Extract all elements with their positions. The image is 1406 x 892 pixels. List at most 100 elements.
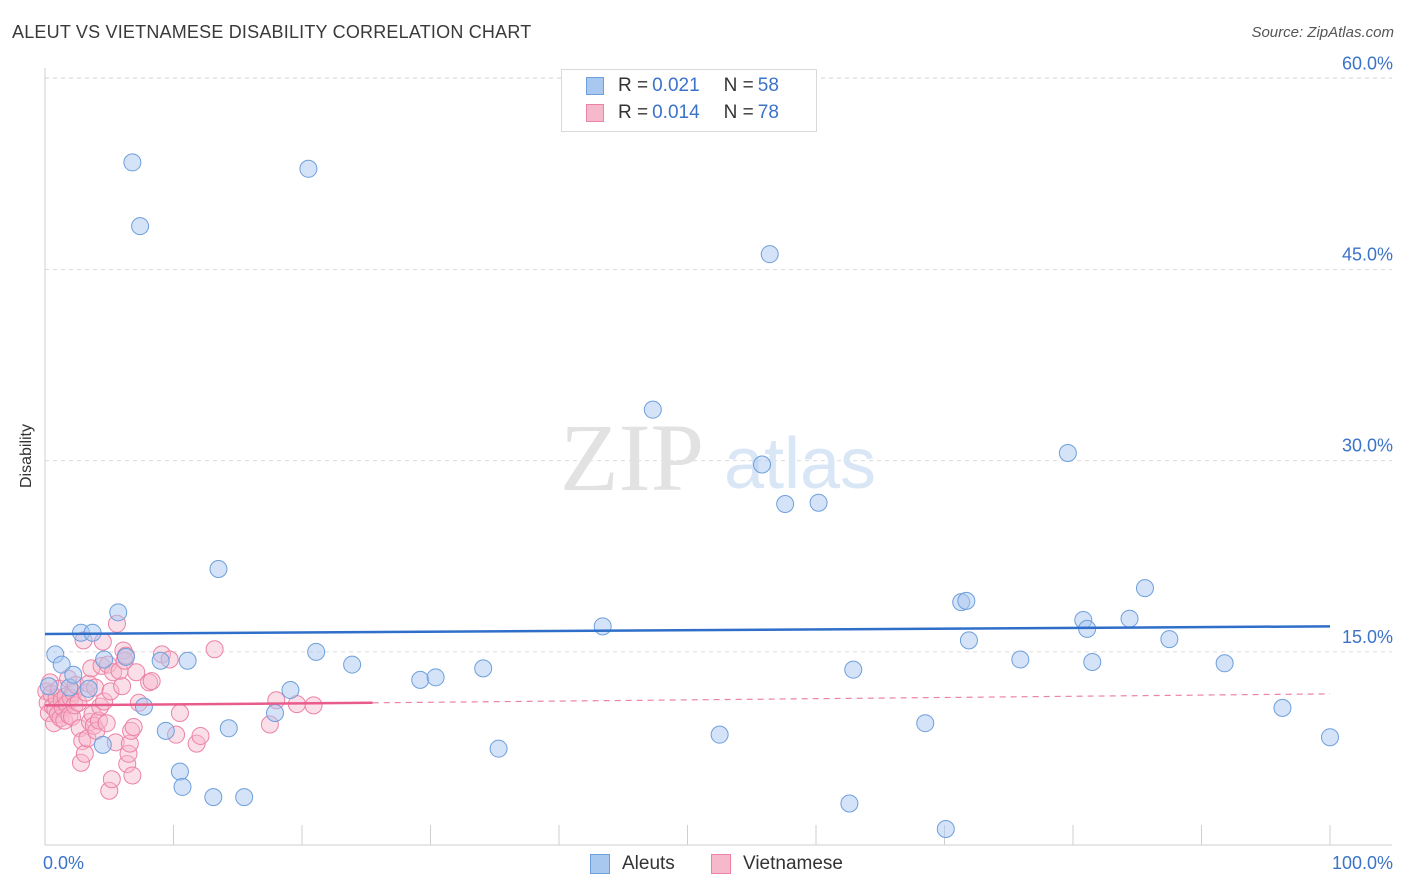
aleut-point [916, 714, 935, 733]
aleut-n-value: 58 [757, 75, 779, 96]
vietnamese-point [69, 693, 88, 712]
stats-legend: R = 0.021 N = 58 R = 0.014 N = 78 [561, 69, 817, 132]
series-legend-vietnamese: Vietnamese [711, 851, 843, 877]
aleut-point [643, 400, 662, 419]
aleut-point [844, 660, 863, 679]
series-legend-aleuts: Aleuts [590, 851, 675, 877]
y-tick-label: 30.0% [1342, 436, 1393, 456]
aleut-point [219, 719, 238, 738]
vietnamese-point [100, 781, 119, 800]
aleut-point [1321, 728, 1339, 747]
aleut-point [343, 655, 362, 674]
tick-labels: 15.0% 30.0% 45.0% 60.0% 0.0% 100.0% [43, 53, 1393, 873]
aleut-point [593, 617, 612, 636]
gridlines [45, 77, 1392, 653]
aleut-point [474, 659, 493, 678]
vietnamese-trend-line [44, 701, 373, 707]
aleut-point [204, 788, 223, 807]
viet-r-value: 0.014 [652, 102, 700, 123]
aleut-point [79, 679, 98, 698]
aleut-point [266, 704, 285, 723]
vietnamese-point [124, 718, 143, 737]
vietnamese-point [170, 704, 189, 723]
source-label: Source: ZipAtlas.com [1251, 24, 1394, 41]
vietnamese-point [82, 659, 101, 678]
aleut-point [281, 681, 300, 700]
aleut-trend-line [44, 625, 1331, 636]
aleut-point [1135, 579, 1154, 598]
aleut-point [776, 494, 795, 513]
vietnamese-point [71, 753, 90, 772]
aleut-legend-label: Aleuts [622, 853, 675, 874]
aleut-point [52, 655, 71, 674]
aleut-point [426, 668, 445, 687]
legend-row-aleuts: R = 0.021 N = 58 [586, 74, 783, 98]
aleut-point [957, 591, 976, 610]
aleut-point [123, 153, 142, 172]
aleut-point [95, 650, 114, 669]
aleut-point [109, 603, 128, 622]
viet-r-label: R = [618, 102, 649, 123]
aleut-point [209, 559, 228, 578]
aleut-point [39, 677, 58, 696]
aleut-point [307, 642, 326, 661]
aleut-point [134, 697, 153, 716]
aleut-point [760, 245, 779, 264]
y-tick-label: 60.0% [1342, 53, 1393, 73]
aleut-point [753, 455, 772, 474]
chart-title: ALEUT VS VIETNAMESE DISABILITY CORRELATI… [12, 22, 532, 42]
aleut-point [1058, 444, 1077, 463]
vietnamese-point [205, 640, 224, 659]
vietnamese-point [101, 682, 120, 701]
vietnamese-point [123, 766, 142, 785]
aleut-point [710, 725, 729, 744]
y-tick-label: 15.0% [1342, 627, 1393, 647]
aleut-n-label: N = [723, 75, 754, 96]
vietnamese-legend-swatch [711, 854, 731, 874]
vietnamese-point [75, 744, 94, 763]
aleut-point [151, 651, 170, 670]
aleut-point [936, 819, 955, 838]
watermark-zip: ZIP [560, 404, 704, 511]
vietnamese-point [97, 714, 116, 733]
vietnamese-swatch [586, 104, 604, 122]
trend-lines [44, 625, 1331, 707]
vietnamese-point [102, 770, 121, 789]
y-tick-label: 45.0% [1342, 244, 1393, 264]
aleut-point [411, 670, 430, 689]
aleut-points [39, 153, 1339, 838]
vietnamese-point [304, 696, 323, 715]
aleut-point [959, 631, 978, 650]
x-tick-label: 0.0% [43, 853, 84, 873]
aleut-point [1011, 650, 1030, 669]
aleut-point [840, 794, 859, 813]
aleut-point [93, 735, 112, 754]
vietnamese-trend-extension [372, 693, 1331, 704]
aleut-point [178, 651, 197, 670]
aleut-r-label: R = [618, 75, 649, 96]
vietnamese-point [191, 726, 210, 745]
aleut-point [116, 647, 135, 666]
aleut-point [1120, 609, 1139, 628]
x-tick-label: 100.0% [1332, 853, 1393, 873]
aleut-point [64, 665, 83, 684]
aleut-point [1083, 653, 1102, 672]
aleut-point [1160, 630, 1179, 649]
aleut-r-value: 0.021 [652, 75, 700, 96]
aleut-swatch [586, 77, 604, 95]
aleut-point [131, 217, 150, 236]
viet-n-label: N = [723, 102, 754, 123]
aleut-point [489, 739, 508, 758]
vietnamese-point [142, 672, 161, 691]
aleut-point [1273, 698, 1292, 717]
legend-row-vietnamese: R = 0.014 N = 78 [586, 101, 783, 125]
vietnamese-point [113, 677, 132, 696]
vietnamese-point [127, 663, 146, 682]
watermark-atlas: atlas [724, 424, 876, 504]
viet-legend-label: Vietnamese [743, 853, 843, 874]
viet-n-value: 78 [757, 102, 779, 123]
aleut-point [299, 159, 318, 178]
aleut-legend-swatch [590, 854, 610, 874]
aleut-point [235, 788, 254, 807]
